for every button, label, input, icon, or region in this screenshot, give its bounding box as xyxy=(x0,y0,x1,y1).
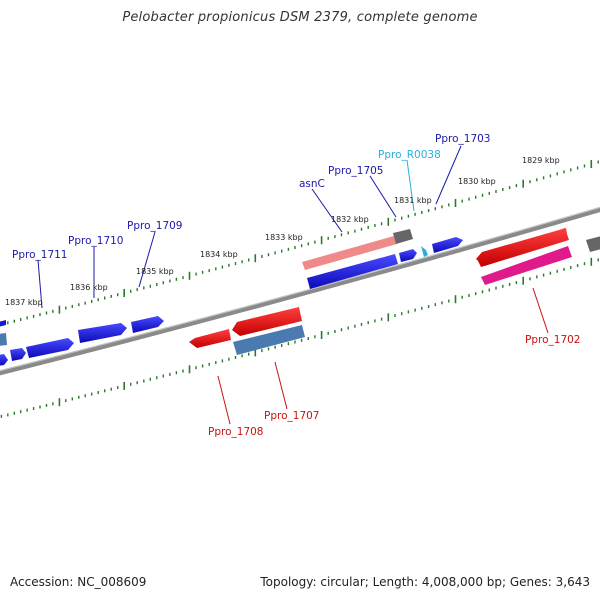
map-title: Pelobacter propionicus DSM 2379, complet… xyxy=(122,10,478,25)
label-ppro-1710[interactable]: Ppro_1710 xyxy=(68,235,123,247)
leader-1707 xyxy=(274,361,288,410)
label-ppro-r0038[interactable]: Ppro_R0038 xyxy=(378,149,441,161)
label-ppro-1708[interactable]: Ppro_1708 xyxy=(208,426,263,438)
gene-arrow-1702[interactable] xyxy=(476,228,568,266)
kbp-label-1829: 1829 kbp xyxy=(522,156,560,165)
leader-lines xyxy=(37,145,549,425)
label-ppro-1707[interactable]: Ppro_1707 xyxy=(264,410,319,422)
gene-block-1702-magenta[interactable] xyxy=(481,246,572,285)
gene-arrow-1712[interactable] xyxy=(10,348,26,361)
kbp-label-1831: 1831 kbp xyxy=(394,196,432,205)
label-ppro-1711[interactable]: Ppro_1711 xyxy=(12,249,67,261)
genome-backbone xyxy=(0,206,600,376)
lower-tick-track xyxy=(0,257,599,418)
label-ppro-1703[interactable]: Ppro_1703 xyxy=(435,133,490,145)
genome-backbone-highlight xyxy=(0,206,600,372)
gene-arrow-1709[interactable] xyxy=(131,316,164,333)
gene-arrow-1710[interactable] xyxy=(78,323,127,343)
leader-1702 xyxy=(532,287,549,334)
kbp-label-1837: 1837 kbp xyxy=(5,298,43,307)
accession-text: Accession: NC_008609 xyxy=(10,575,147,589)
kbp-label-1833: 1833 kbp xyxy=(265,233,303,242)
gene-block-1707-steel[interactable] xyxy=(233,325,305,355)
leader-1708 xyxy=(217,375,231,425)
gene-arrow-1704[interactable] xyxy=(399,249,417,262)
forward-genes xyxy=(0,237,463,366)
gene-block-right-gray[interactable] xyxy=(586,235,600,252)
leader-1709 xyxy=(138,231,156,288)
kbp-label-1834: 1834 kbp xyxy=(200,250,238,259)
upper-tick-track xyxy=(0,160,599,326)
gene-arrow-1713[interactable] xyxy=(0,354,8,366)
gene-arrow-1711[interactable] xyxy=(26,338,74,358)
label-ppro-1705[interactable]: Ppro_1705 xyxy=(328,165,383,177)
kbp-label-1835: 1835 kbp xyxy=(136,267,174,276)
gene-block-1705-gray[interactable] xyxy=(393,229,413,244)
gene-block-1705-blue[interactable] xyxy=(307,254,398,289)
gene-arrow-1707[interactable] xyxy=(232,307,302,336)
gene-arrow-left-upper[interactable] xyxy=(0,320,6,327)
leader-1705 xyxy=(369,175,397,218)
kbp-label-1836: 1836 kbp xyxy=(70,283,108,292)
genome-summary-text: Topology: circular; Length: 4,008,000 bp… xyxy=(260,575,590,589)
gene-arrow-left-steel[interactable] xyxy=(0,333,7,346)
leader-asnc xyxy=(311,188,343,233)
gene-labels: Ppro_1703 Ppro_R0038 Ppro_1705 asnC Ppro… xyxy=(12,133,580,438)
label-ppro-1702[interactable]: Ppro_1702 xyxy=(525,334,580,346)
leader-1703 xyxy=(435,145,462,205)
gene-arrow-1703[interactable] xyxy=(432,237,463,253)
gene-block-1705-pink[interactable] xyxy=(302,236,397,270)
label-ppro-1709[interactable]: Ppro_1709 xyxy=(127,220,182,232)
leader-r0038 xyxy=(406,159,415,212)
kbp-labels: 1829 kbp 1830 kbp 1831 kbp 1832 kbp 1833… xyxy=(5,156,560,307)
rna-arrow-r0038[interactable] xyxy=(421,246,428,257)
label-asnc[interactable]: asnC xyxy=(299,178,325,190)
reverse-genes xyxy=(189,228,568,355)
leader-1711 xyxy=(37,259,43,309)
kbp-label-1832: 1832 kbp xyxy=(331,215,369,224)
gene-arrow-1708[interactable] xyxy=(189,329,231,348)
kbp-label-1830: 1830 kbp xyxy=(458,177,496,186)
